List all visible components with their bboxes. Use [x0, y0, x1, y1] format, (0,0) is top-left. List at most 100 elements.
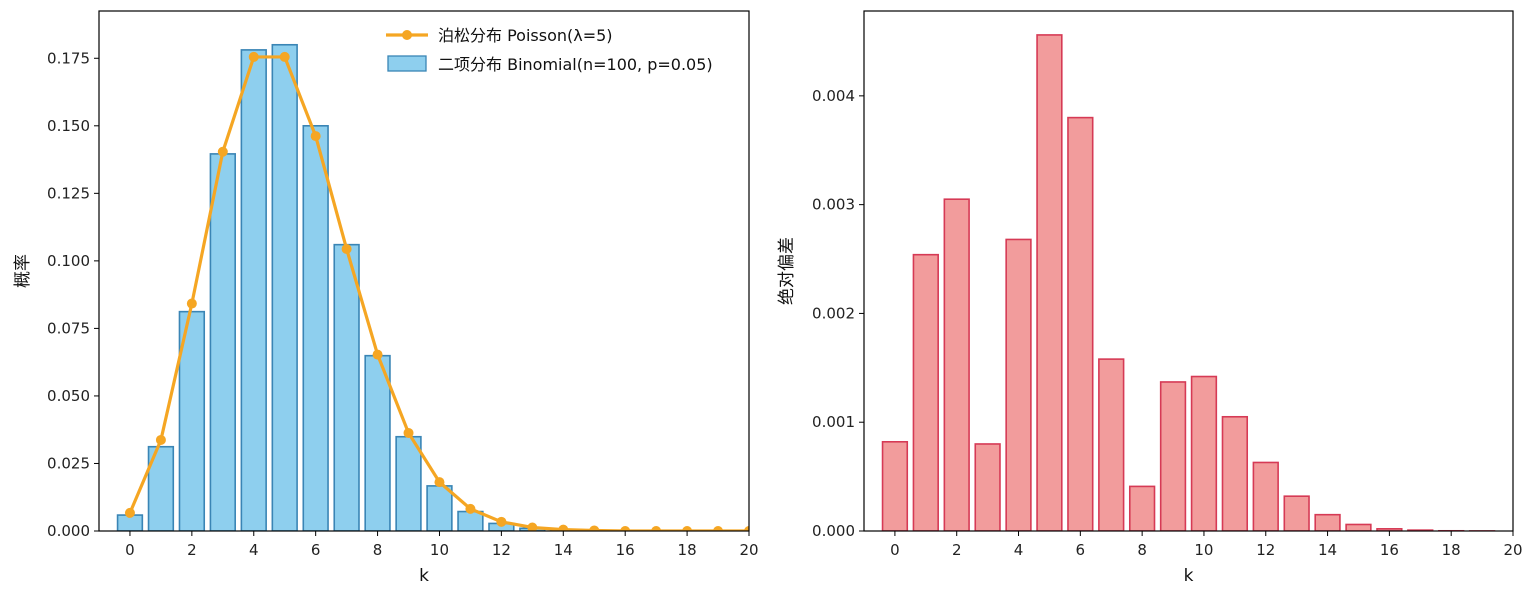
y-tick-label-3: 0.075: [47, 319, 90, 337]
bar-k-2: [178, 310, 206, 531]
left-x-axis-ticks: 0 2 4 6 8 10 12 14 16 18 20: [125, 531, 759, 559]
poisson-point-k-20: [744, 526, 749, 531]
poisson-point-k-13: [527, 522, 538, 531]
bar-k-7: [333, 243, 360, 531]
bar-k-13: [1283, 495, 1310, 531]
x-tick-label-10: 10: [1194, 541, 1213, 559]
poisson-point-k-12: [496, 516, 507, 527]
bar-k-14: [1314, 513, 1341, 531]
x-tick-label-0: 0: [125, 541, 135, 559]
left-legend: 泊松分布 Poisson(λ=5) 二项分布 Binomial(n=100, p…: [386, 26, 713, 74]
poisson-point-k-0: [124, 507, 135, 518]
poisson-point-k-17: [651, 526, 662, 531]
right-y-axis-label: 绝对偏差: [777, 237, 797, 305]
x-tick-label-20: 20: [739, 541, 758, 559]
x-tick-label-16: 16: [616, 541, 635, 559]
y-tick-label-2: 0.050: [47, 387, 90, 405]
legend-binomial-bar-swatch: [387, 55, 427, 72]
x-tick-label-2: 2: [952, 541, 962, 559]
left-binomial-bars: [116, 43, 608, 531]
bar-k-5: [271, 43, 298, 531]
bar-k-10: [426, 485, 453, 531]
x-tick-label-16: 16: [1380, 541, 1399, 559]
y-tick-label-6: 0.150: [47, 117, 90, 135]
y-tick-label-4: 0.100: [47, 252, 90, 270]
x-tick-label-18: 18: [1442, 541, 1461, 559]
x-tick-label-14: 14: [554, 541, 573, 559]
right-x-axis-ticks: 0 2 4 6 8 10 12 14 16 18 20: [890, 531, 1523, 559]
y-tick-label-2: 0.002: [812, 304, 855, 322]
bar-k-10: [1190, 375, 1218, 531]
x-tick-label-8: 8: [1137, 541, 1147, 559]
poisson-point-k-15: [589, 525, 600, 531]
right-deviation-bars: [881, 34, 1496, 531]
bar-k-15: [1345, 523, 1372, 531]
bar-k-12: [1252, 461, 1279, 531]
poisson-point-k-10: [434, 477, 445, 488]
poisson-point-k-4: [248, 51, 259, 62]
bar-k-2: [943, 198, 970, 531]
bar-k-1: [912, 253, 939, 531]
y-tick-label-4: 0.004: [812, 87, 855, 105]
left-poisson-line-group: [124, 51, 749, 531]
x-tick-label-0: 0: [890, 541, 900, 559]
bar-k-4: [240, 49, 267, 531]
bar-k-9: [1159, 381, 1187, 531]
y-tick-label-5: 0.125: [47, 184, 90, 202]
poisson-point-k-11: [465, 503, 476, 514]
bar-k-16: [1376, 528, 1403, 531]
bar-k-8: [1128, 485, 1156, 531]
x-tick-label-4: 4: [249, 541, 259, 559]
poisson-point-k-6: [310, 131, 321, 142]
x-tick-label-12: 12: [492, 541, 511, 559]
right-y-axis-ticks: 0.000 0.001 0.002 0.003 0.004: [812, 87, 864, 540]
bar-k-4: [1005, 238, 1032, 531]
right-x-axis-label: k: [1184, 566, 1194, 586]
bar-k-3: [974, 443, 1001, 531]
x-tick-label-14: 14: [1318, 541, 1337, 559]
left-plot-frame: [98, 10, 750, 532]
left-chart-panel: 0 2 4 6 8 10 12 14 16 18 20 0.0000.0250.0500.0750.…: [13, 10, 759, 586]
y-tick-label-3: 0.003: [812, 196, 855, 214]
y-tick-label-0: 0.000: [47, 522, 90, 540]
x-tick-label-18: 18: [678, 541, 697, 559]
left-y-axis-label: 概率: [13, 254, 33, 288]
poisson-point-k-7: [341, 243, 352, 254]
bar-k-0: [881, 440, 909, 531]
poisson-point-k-3: [217, 146, 228, 157]
x-tick-label-20: 20: [1503, 541, 1522, 559]
poisson-point-k-9: [403, 427, 414, 438]
poisson-point-k-18: [682, 526, 693, 531]
poisson-point-k-8: [372, 349, 383, 360]
left-x-axis-label: k: [419, 566, 429, 586]
legend-poisson-label: 泊松分布 Poisson(λ=5): [438, 26, 613, 45]
x-tick-label-10: 10: [430, 541, 449, 559]
x-tick-label-2: 2: [187, 541, 197, 559]
x-tick-label-8: 8: [373, 541, 383, 559]
x-tick-label-6: 6: [1076, 541, 1086, 559]
poisson-point-k-16: [620, 526, 631, 531]
poisson-point-k-5: [279, 51, 290, 62]
y-tick-label-0: 0.000: [812, 522, 855, 540]
bar-k-9: [395, 435, 422, 531]
x-tick-label-12: 12: [1256, 541, 1275, 559]
bar-k-11: [1221, 415, 1249, 531]
poisson-point-k-19: [713, 526, 724, 531]
y-tick-label-1: 0.025: [47, 454, 90, 472]
bar-k-3: [209, 153, 236, 531]
bar-k-7: [1098, 358, 1125, 531]
y-tick-label-7: 0.175: [47, 49, 90, 67]
legend-binomial-label: 二项分布 Binomial(n=100, p=0.05): [438, 55, 713, 74]
x-tick-label-4: 4: [1014, 541, 1024, 559]
bar-k-6: [1067, 116, 1094, 531]
poisson-point-k-1: [155, 434, 166, 445]
poisson-point-k-14: [558, 524, 569, 531]
bar-k-6: [302, 125, 329, 531]
poisson-point-k-2: [186, 298, 197, 309]
left-y-axis-ticks: 0.000 0.025 0.050 0.075 0.100 0.125 0.150 0.175: [47, 49, 99, 540]
y-tick-label-1: 0.001: [812, 413, 855, 431]
bar-k-8: [364, 354, 391, 531]
bar-k-11: [457, 510, 484, 531]
x-tick-label-6: 6: [311, 541, 321, 559]
